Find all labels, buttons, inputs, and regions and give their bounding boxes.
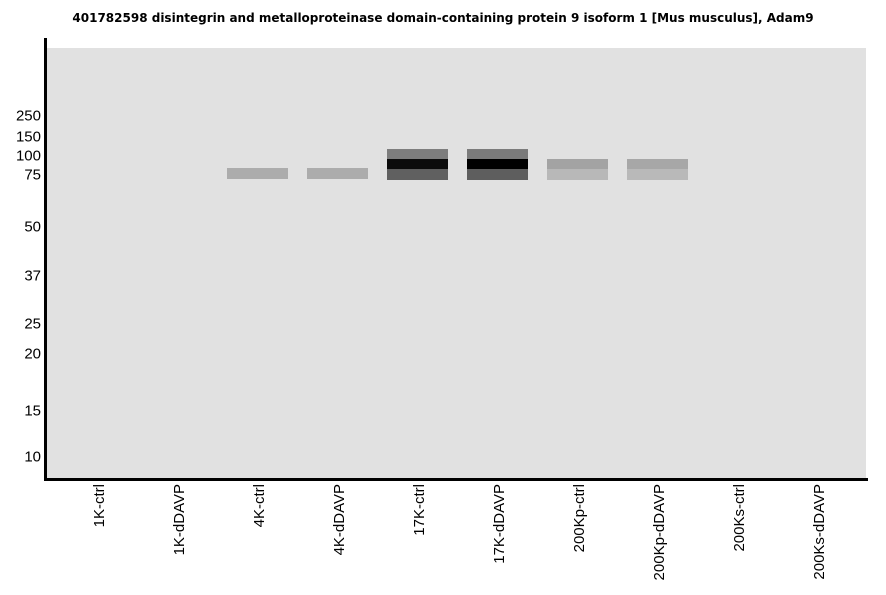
y-tick-label: 50 <box>24 218 41 236</box>
x-axis-line <box>44 478 868 481</box>
chart-title: 401782598 disintegrin and metalloprotein… <box>72 11 814 25</box>
x-tick-label: 1K-dDAVP <box>171 484 188 556</box>
y-tick-label: 150 <box>15 128 41 146</box>
x-tick-label: 200Kp-ctrl <box>571 484 588 553</box>
plot-area <box>47 48 866 478</box>
y-tick-label: 37 <box>24 267 41 285</box>
y-tick-label: 250 <box>15 107 41 125</box>
x-tick-label: 17K-ctrl <box>411 484 428 536</box>
y-tick-label: 20 <box>24 345 41 363</box>
y-axis-line <box>44 38 47 481</box>
y-tick-label: 100 <box>15 147 41 165</box>
x-tick-label: 4K-dDAVP <box>331 484 348 556</box>
x-tick-label: 4K-ctrl <box>251 484 268 528</box>
y-tick-label: 10 <box>24 448 41 466</box>
y-tick-label: 15 <box>24 402 41 420</box>
x-tick-label: 200Ks-ctrl <box>731 484 748 552</box>
x-tick-label: 200Kp-dDAVP <box>651 484 668 581</box>
x-tick-label: 17K-dDAVP <box>491 484 508 564</box>
x-tick-label: 200Ks-dDAVP <box>811 484 828 580</box>
y-tick-label: 25 <box>24 315 41 333</box>
y-tick-label: 75 <box>24 166 41 184</box>
x-tick-label: 1K-ctrl <box>91 484 108 528</box>
